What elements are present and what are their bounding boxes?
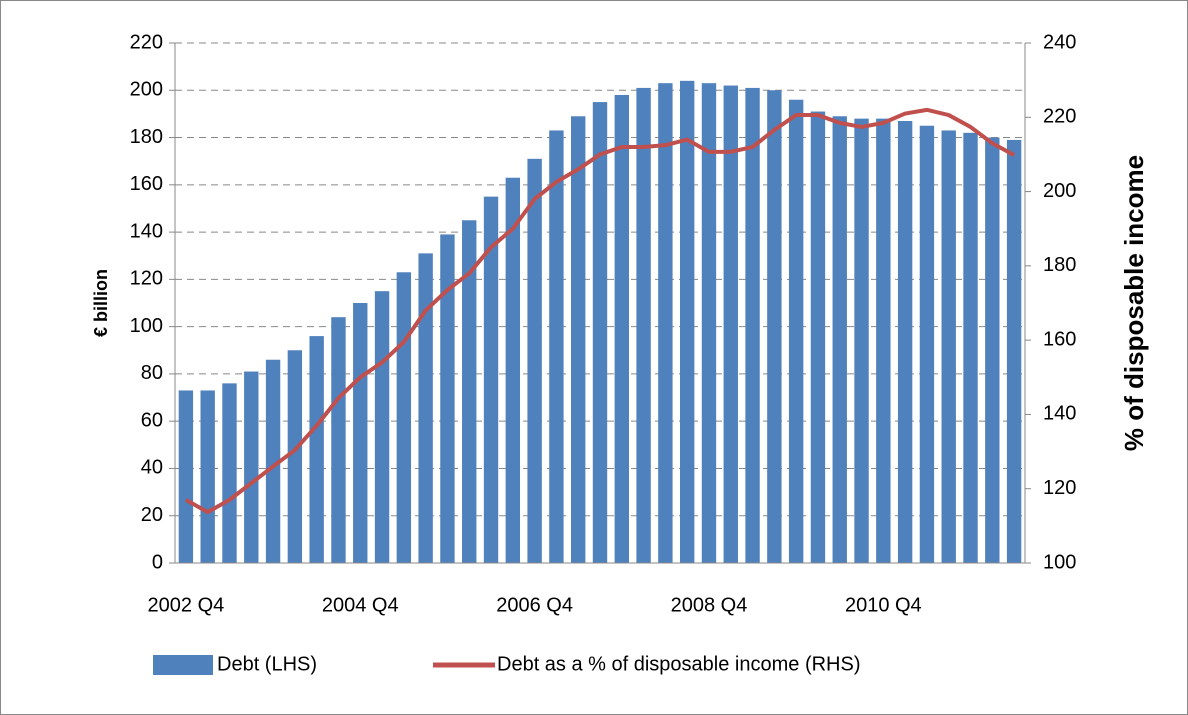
y-tick-label: 0 [152, 551, 163, 573]
bar [527, 158, 542, 563]
legend-label: Debt as a % of disposable income (RHS) [497, 653, 861, 675]
y2-tick-label: 160 [1043, 328, 1076, 350]
bar [614, 95, 629, 563]
bar [832, 116, 847, 563]
y-axis-title: € billion [91, 269, 111, 337]
y-tick-label: 160 [130, 173, 163, 195]
bar [244, 371, 259, 563]
bar [897, 121, 913, 563]
bar [854, 118, 869, 564]
bar [483, 196, 499, 564]
y2-tick-label: 200 [1043, 180, 1076, 202]
bar [701, 83, 717, 563]
bar [440, 234, 455, 564]
x-tick-label: 2002 Q4 [148, 594, 225, 616]
x-tick-label: 2008 Q4 [671, 594, 748, 616]
bar [331, 317, 346, 563]
bar [963, 132, 978, 563]
bar [745, 87, 760, 563]
bar [374, 291, 390, 563]
bar [222, 383, 237, 563]
bar [265, 359, 281, 563]
x-tick-label: 2004 Q4 [322, 594, 399, 616]
y2-tick-label: 120 [1043, 477, 1076, 499]
y-tick-label: 140 [130, 220, 163, 242]
y2-axis-title: % of disposable income [1119, 155, 1149, 451]
x-tick-label: 2010 Q4 [845, 594, 922, 616]
bar [462, 220, 477, 564]
bar [810, 111, 826, 563]
bar [287, 350, 303, 563]
y-tick-label: 60 [141, 409, 163, 431]
bar [418, 253, 433, 563]
y2-tick-label: 140 [1043, 403, 1076, 425]
y2-tick-label: 220 [1043, 106, 1076, 128]
x-tick-label: 2006 Q4 [496, 594, 573, 616]
y-tick-label: 200 [130, 79, 163, 101]
bar [353, 303, 368, 563]
bar [767, 90, 782, 563]
y-tick-label: 40 [141, 457, 163, 479]
bar [592, 102, 608, 563]
bar [200, 390, 215, 563]
bar [679, 80, 695, 564]
bar [505, 177, 521, 563]
y2-tick-label: 240 [1043, 31, 1076, 53]
line [184, 107, 1016, 515]
bar [723, 85, 738, 563]
y-tick-label: 120 [130, 268, 163, 290]
y-tick-label: 100 [130, 315, 163, 337]
legend-swatch [153, 655, 213, 675]
bar [549, 130, 564, 564]
y2-tick-label: 180 [1043, 254, 1076, 276]
bar [571, 116, 586, 563]
y-tick-label: 220 [130, 31, 163, 53]
bar [985, 137, 1000, 563]
bar [919, 125, 935, 564]
bar [941, 130, 956, 564]
y-tick-label: 20 [141, 504, 163, 526]
bar [876, 118, 891, 564]
y2-tick-label: 100 [1043, 551, 1076, 573]
bar [309, 336, 324, 563]
bar [658, 83, 673, 563]
bar [396, 272, 412, 563]
bar [1006, 139, 1022, 563]
y-tick-label: 80 [141, 362, 163, 384]
bar [788, 99, 804, 564]
bar [178, 390, 194, 563]
legend-label: Debt (LHS) [217, 653, 317, 675]
y-tick-label: 180 [130, 126, 163, 148]
bar [636, 87, 651, 563]
